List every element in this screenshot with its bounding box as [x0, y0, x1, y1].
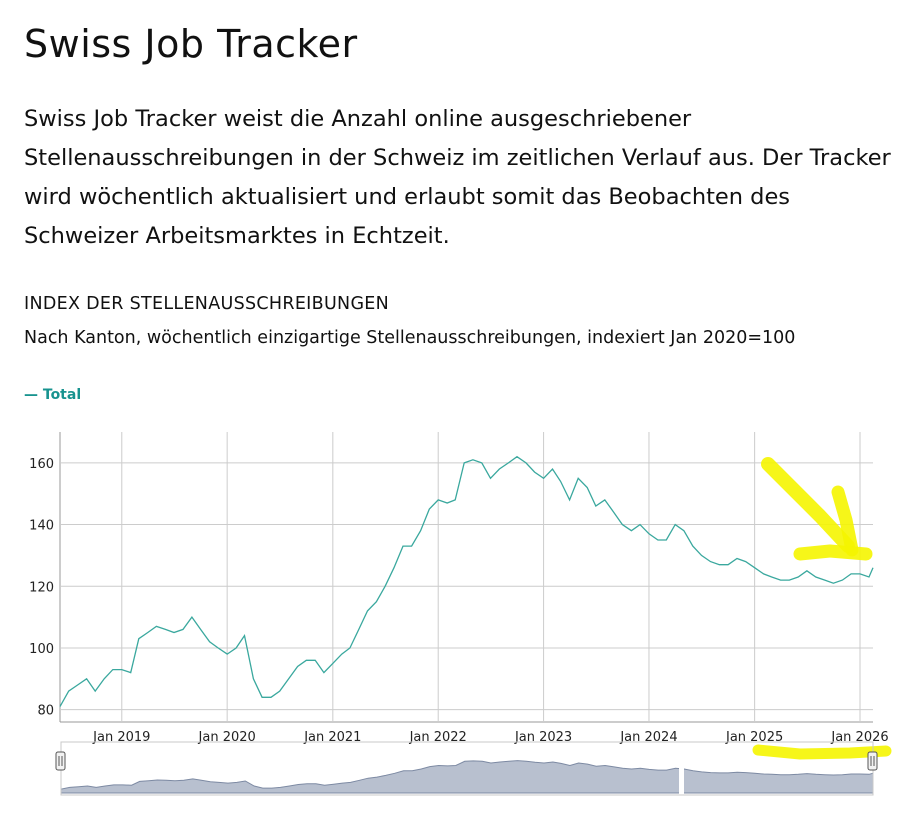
x-tick-label: Jan 2022 — [409, 730, 467, 745]
y-tick-label: 120 — [29, 580, 54, 595]
y-tick-label: 80 — [37, 704, 54, 719]
series-line-total[interactable] — [59, 455, 874, 707]
x-axis-ticks: Jan 2019 Jan 2020 Jan 2021 Jan 2022 Jan 2023… — [92, 730, 888, 745]
highlight-arrow-head-right — [831, 485, 859, 557]
highlight-underline — [752, 744, 892, 760]
navigator-handle-right[interactable] — [867, 751, 878, 771]
range-navigator[interactable] — [55, 741, 878, 796]
highlight-arrow-shaft — [761, 457, 855, 553]
chart-grid — [59, 432, 873, 723]
x-tick-label: Jan 2025 — [725, 730, 783, 745]
navigator-handle-left[interactable] — [55, 751, 66, 771]
y-axis-ticks: 80 100 120 140 160 — [29, 457, 54, 719]
x-tick-label: Jan 2023 — [514, 730, 572, 745]
highlight-arrow-head-bottom — [793, 544, 873, 561]
x-tick-label: Jan 2019 — [92, 730, 150, 745]
intro-text: Swiss Job Tracker weist die Anzahl onlin… — [24, 106, 891, 249]
x-tick-label: Jan 2024 — [619, 730, 677, 745]
highlight-annotations — [752, 457, 892, 760]
chart-title: INDEX DER STELLENAUSSCHREIBUNGEN — [24, 294, 390, 314]
chart-subtitle: Nach Kanton, wöchentlich einzigartige St… — [24, 328, 796, 348]
x-tick-label: Jan 2020 — [198, 730, 256, 745]
y-tick-label: 160 — [29, 457, 54, 472]
y-tick-label: 100 — [29, 642, 54, 657]
legend-item-total[interactable]: — Total — [24, 387, 82, 403]
x-tick-label: Jan 2021 — [303, 730, 361, 745]
navigator-gap — [679, 758, 684, 795]
x-tick-label: Jan 2026 — [830, 730, 888, 745]
y-tick-label: 140 — [29, 519, 54, 534]
navigator-area — [60, 760, 874, 794]
page-title: Swiss Job Tracker — [24, 22, 358, 66]
